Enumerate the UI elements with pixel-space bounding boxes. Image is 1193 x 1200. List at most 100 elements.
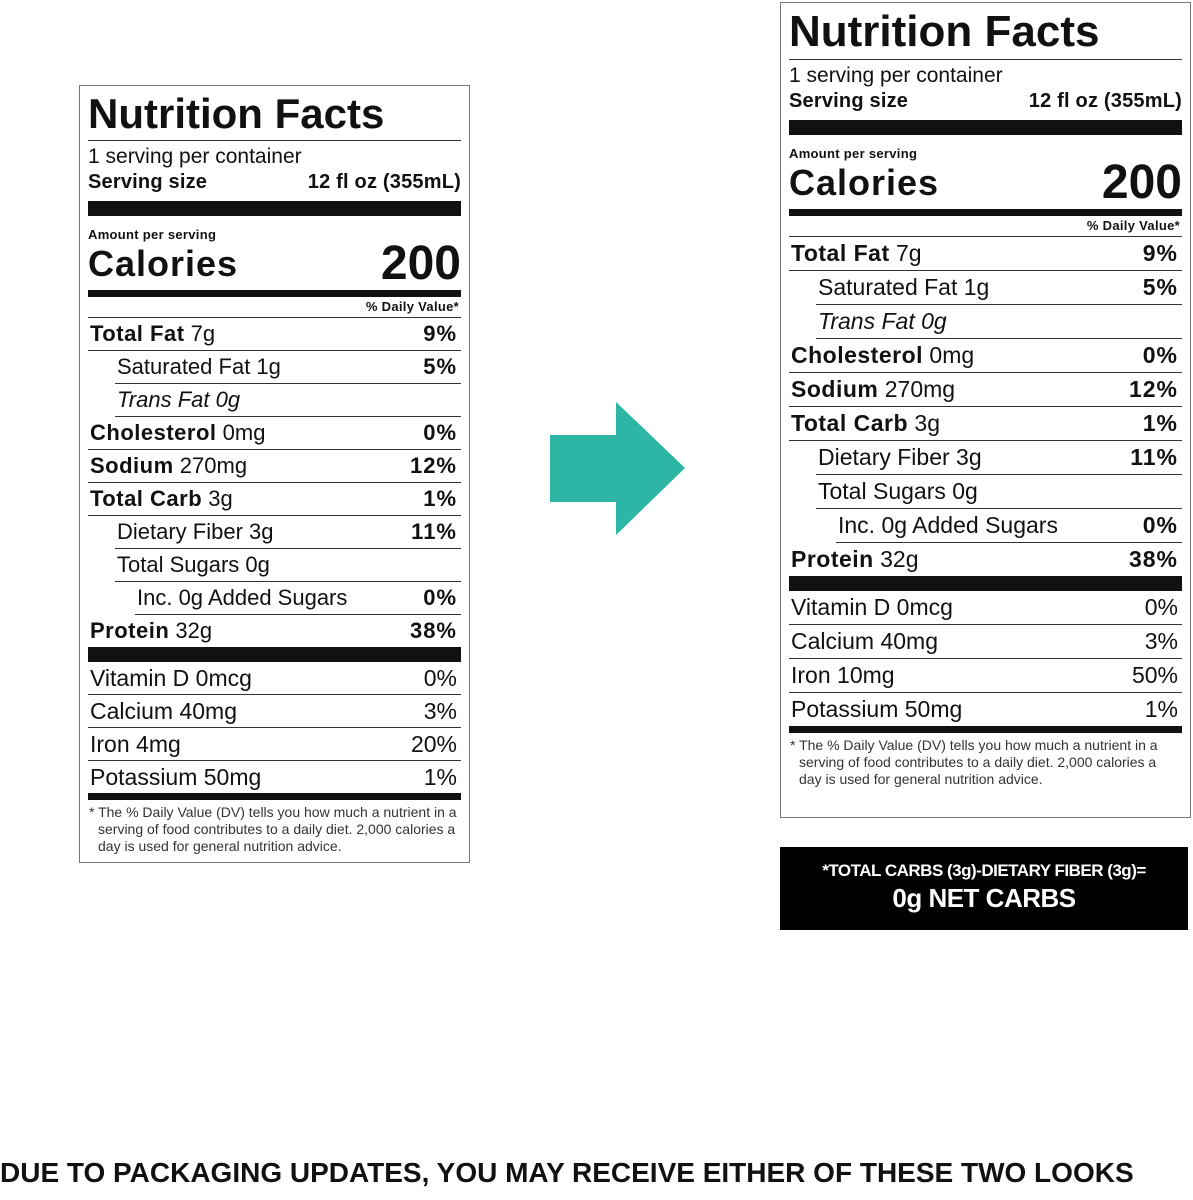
nutrient-amount: 32g bbox=[169, 618, 213, 643]
nutrient-amount: Total Sugars 0g bbox=[818, 478, 978, 504]
nutrient-row: Trans Fat 0g bbox=[816, 305, 1182, 339]
calories-value: 200 bbox=[1101, 156, 1182, 209]
calories-label: Calories bbox=[789, 162, 940, 203]
vitamin-name: Potassium 50mg bbox=[791, 696, 963, 722]
nutrient-name: Total Sugars 0g bbox=[818, 478, 978, 505]
nutrient-row: Total Carb 3g 1% bbox=[88, 483, 461, 516]
nutrient-row: Saturated Fat 1g 5% bbox=[816, 271, 1182, 305]
net-carbs-total: 0g NET CARBS bbox=[892, 883, 1076, 913]
nutrient-amount: 7g bbox=[889, 240, 922, 266]
nutrient-row: Protein 32g 38% bbox=[88, 615, 461, 647]
nutrient-name: Inc. 0g Added Sugars bbox=[838, 512, 1058, 539]
vitamin-name: Calcium 40mg bbox=[791, 628, 938, 654]
serving-size-label: Serving size bbox=[88, 171, 208, 193]
nutrient-amount: 0mg bbox=[923, 342, 975, 368]
nutrition-label-new: Nutrition Facts 1 serving per container Se… bbox=[780, 2, 1191, 818]
nutrition-label-old: Nutrition Facts 1 serving per container Se… bbox=[79, 85, 470, 863]
nutrient-name: Cholesterol 0mg bbox=[90, 420, 265, 446]
servings-per-container: 1 serving per container bbox=[789, 64, 1003, 87]
vitamin-row: Vitamin D 0mcg 0% bbox=[789, 591, 1182, 625]
vitamin-daily-value: 1% bbox=[1144, 696, 1178, 722]
nutrient-daily-value: 1% bbox=[423, 486, 457, 511]
serving-size-value: 12 fl oz (355mL) bbox=[307, 171, 461, 193]
calories-row: Calories 200 bbox=[88, 240, 461, 288]
nutrient-name: Dietary Fiber 3g bbox=[117, 519, 274, 545]
nutrient-amount: 270mg bbox=[878, 376, 956, 402]
vitamin-daily-value: 0% bbox=[423, 664, 457, 691]
packaging-notice: DUE TO PACKAGING UPDATES, YOU MAY RECEIV… bbox=[0, 1157, 1134, 1188]
nutrient-amount: 32g bbox=[873, 546, 919, 572]
nutrient-daily-value: 0% bbox=[1142, 512, 1178, 538]
nutrient-name: Total Sugars 0g bbox=[117, 552, 270, 578]
thick-divider bbox=[789, 576, 1182, 591]
nutrient-amount: Dietary Fiber 3g bbox=[117, 519, 274, 544]
nutrient-amount: Inc. 0g Added Sugars bbox=[137, 585, 348, 610]
nutrient-daily-value: 0% bbox=[1142, 342, 1178, 368]
thick-divider bbox=[789, 120, 1182, 135]
nutrient-name-bold: Total Fat bbox=[791, 240, 890, 266]
nutrient-row: Sodium 270mg 12% bbox=[88, 450, 461, 483]
nutrient-name: Saturated Fat 1g bbox=[818, 274, 989, 301]
vitamin-name: Potassium 50mg bbox=[90, 763, 262, 790]
nutrient-name: Saturated Fat 1g bbox=[117, 354, 281, 380]
nutrient-name: Sodium 270mg bbox=[90, 453, 247, 479]
nutrient-name-bold: Cholesterol bbox=[90, 420, 217, 445]
nutrient-amount: 7g bbox=[184, 321, 216, 346]
nutrient-row: Inc. 0g Added Sugars 0% bbox=[135, 582, 461, 615]
nutrient-daily-value: 38% bbox=[1128, 546, 1178, 572]
nutrient-amount: Saturated Fat 1g bbox=[117, 354, 281, 379]
nutrient-row: Inc. 0g Added Sugars 0% bbox=[836, 509, 1182, 543]
vitamin-daily-value: 50% bbox=[1131, 662, 1178, 688]
vitamin-row: Iron 10mg 50% bbox=[789, 659, 1182, 693]
nutrient-daily-value: 1% bbox=[1142, 410, 1178, 436]
vitamin-row: Potassium 50mg 1% bbox=[789, 693, 1182, 726]
nutrient-daily-value: 12% bbox=[1128, 376, 1178, 402]
nutrient-name: Total Fat 7g bbox=[791, 240, 922, 267]
medium-divider bbox=[88, 793, 461, 800]
vitamin-row: Potassium 50mg 1% bbox=[88, 761, 461, 793]
nutrient-row: Trans Fat 0g bbox=[115, 384, 461, 417]
vitamin-name: Iron 10mg bbox=[791, 662, 895, 688]
nutrient-name: Dietary Fiber 3g bbox=[818, 444, 982, 471]
vitamin-daily-value: 0% bbox=[1144, 594, 1178, 620]
calories-label: Calories bbox=[88, 243, 239, 284]
footnote: * The % Daily Value (DV) tells you how m… bbox=[89, 804, 457, 854]
net-carbs-banner: *TOTAL CARBS (3g)-DIETARY FIBER (3g)= 0g… bbox=[780, 847, 1188, 930]
medium-divider bbox=[88, 290, 461, 297]
vitamin-daily-value: 3% bbox=[423, 697, 457, 724]
nutrient-daily-value: 5% bbox=[423, 354, 457, 379]
nutrient-amount: 270mg bbox=[173, 453, 248, 478]
nutrient-daily-value: 9% bbox=[423, 321, 457, 346]
daily-value-header: % Daily Value* bbox=[88, 297, 461, 318]
label-title: Nutrition Facts bbox=[88, 90, 461, 141]
nutrient-name: Trans Fat 0g bbox=[818, 308, 947, 335]
nutrient-name: Protein 32g bbox=[791, 546, 919, 573]
nutrient-name-italic: Trans bbox=[818, 308, 876, 334]
right-arrow-icon bbox=[550, 402, 685, 535]
nutrient-name: Inc. 0g Added Sugars bbox=[137, 585, 347, 611]
vitamin-row: Calcium 40mg 3% bbox=[789, 625, 1182, 659]
nutrient-name: Protein 32g bbox=[90, 618, 212, 644]
nutrient-row: Protein 32g 38% bbox=[789, 543, 1182, 576]
nutrient-name-bold: Total Carb bbox=[791, 410, 909, 436]
medium-divider bbox=[789, 726, 1182, 733]
nutrient-row: Total Carb 3g 1% bbox=[789, 407, 1182, 441]
thick-divider bbox=[88, 201, 461, 216]
nutrient-row: Dietary Fiber 3g 11% bbox=[816, 441, 1182, 475]
nutrient-row: Cholesterol 0mg 0% bbox=[88, 417, 461, 450]
vitamin-daily-value: 1% bbox=[423, 763, 457, 790]
nutrient-daily-value: 11% bbox=[1130, 444, 1178, 470]
nutrient-name: Total Carb 3g bbox=[90, 486, 233, 512]
nutrient-amount: 3g bbox=[908, 410, 941, 436]
nutrient-name: Trans Fat 0g bbox=[117, 387, 240, 413]
nutrient-daily-value: 9% bbox=[1142, 240, 1178, 266]
nutrient-row: Total Fat 7g 9% bbox=[88, 318, 461, 351]
nutrient-amount: Fat 0g bbox=[171, 387, 241, 412]
serving-size-row: Serving size 12 fl oz (355mL) bbox=[88, 169, 461, 195]
net-carbs-formula: *TOTAL CARBS (3g)-DIETARY FIBER (3g)= bbox=[822, 861, 1146, 880]
nutrient-name: Sodium 270mg bbox=[791, 376, 955, 403]
nutrient-name-bold: Protein bbox=[791, 546, 874, 572]
vitamin-row: Calcium 40mg 3% bbox=[88, 695, 461, 728]
nutrient-daily-value: 38% bbox=[409, 618, 457, 643]
nutrient-row: Total Sugars 0g bbox=[115, 549, 461, 582]
